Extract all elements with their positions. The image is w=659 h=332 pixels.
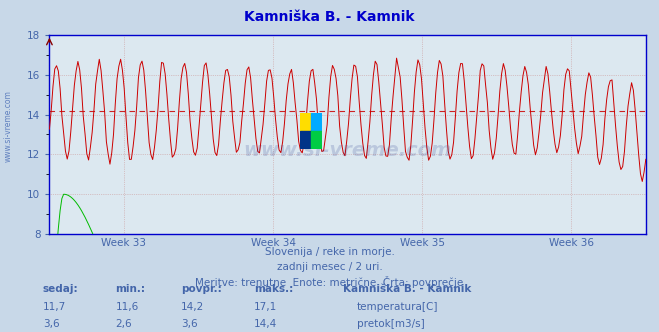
Text: sedaj:: sedaj: (43, 284, 78, 294)
Text: Kamniška B. - Kamnik: Kamniška B. - Kamnik (244, 10, 415, 24)
Text: www.si-vreme.com: www.si-vreme.com (243, 141, 452, 160)
Text: Kamniška B. - Kamnik: Kamniška B. - Kamnik (343, 284, 471, 294)
Text: 11,7: 11,7 (43, 302, 66, 312)
Text: pretok[m3/s]: pretok[m3/s] (357, 319, 425, 329)
Text: 14,4: 14,4 (254, 319, 277, 329)
Text: maks.:: maks.: (254, 284, 293, 294)
Text: 3,6: 3,6 (43, 319, 59, 329)
Bar (311, 131, 322, 149)
Text: 3,6: 3,6 (181, 319, 198, 329)
Text: 14,2: 14,2 (181, 302, 204, 312)
Text: 17,1: 17,1 (254, 302, 277, 312)
Text: Meritve: trenutne  Enote: metrične  Črta: povprečje: Meritve: trenutne Enote: metrične Črta: … (195, 276, 464, 288)
Text: www.si-vreme.com: www.si-vreme.com (4, 90, 13, 162)
Text: Slovenija / reke in morje.: Slovenija / reke in morje. (264, 247, 395, 257)
Text: 11,6: 11,6 (115, 302, 138, 312)
Text: povpr.:: povpr.: (181, 284, 222, 294)
Text: temperatura[C]: temperatura[C] (357, 302, 439, 312)
Text: zadnji mesec / 2 uri.: zadnji mesec / 2 uri. (277, 262, 382, 272)
Text: 2,6: 2,6 (115, 319, 132, 329)
Text: min.:: min.: (115, 284, 146, 294)
Bar (300, 131, 311, 149)
Bar (300, 113, 311, 131)
Bar (311, 113, 322, 131)
